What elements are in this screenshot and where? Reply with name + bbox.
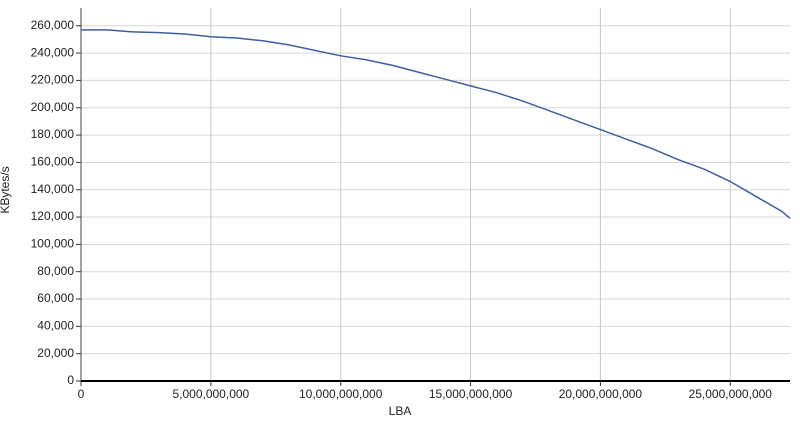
x-tick-label: 5,000,000,000 (172, 387, 249, 401)
y-tick-label: 120,000 (31, 209, 75, 223)
x-tick-label: 15,000,000,000 (429, 387, 513, 401)
y-axis-label: KBytes/s (0, 166, 12, 213)
y-tick-label: 160,000 (31, 155, 75, 169)
y-tick-label: 0 (67, 373, 74, 387)
x-axis-label: LBA (389, 404, 412, 418)
x-tick-label: 20,000,000,000 (559, 387, 643, 401)
y-tick-label: 40,000 (37, 319, 74, 333)
y-tick-label: 100,000 (31, 237, 75, 251)
y-tick-label: 260,000 (31, 18, 75, 32)
y-tick-label: 60,000 (37, 291, 74, 305)
x-tick-label: 0 (78, 387, 85, 401)
y-tick-label: 180,000 (31, 127, 75, 141)
x-tick-label: 25,000,000,000 (689, 387, 773, 401)
y-tick-label: 20,000 (37, 346, 74, 360)
y-tick-label: 80,000 (37, 264, 74, 278)
data-line (81, 29, 791, 219)
x-tick-label: 10,000,000,000 (299, 387, 383, 401)
y-tick-label: 200,000 (31, 100, 75, 114)
y-tick-label: 140,000 (31, 182, 75, 196)
y-tick-label: 220,000 (31, 73, 75, 87)
y-tick-label: 240,000 (31, 45, 75, 59)
